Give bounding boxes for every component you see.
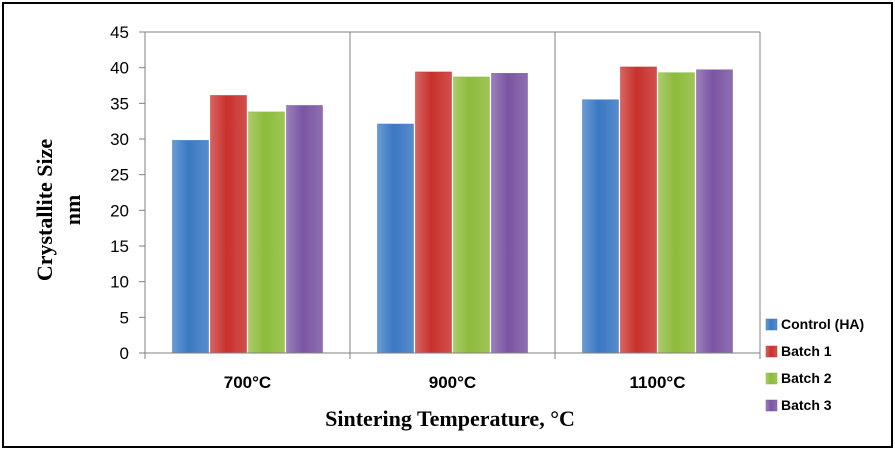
- y-tick-label: 20: [110, 201, 129, 220]
- y-tick-label: 10: [110, 273, 129, 292]
- bar-control-ha-3: [582, 99, 619, 354]
- x-tick-label: 1100°C: [630, 373, 686, 392]
- x-axis: 700°C 900°C 1100°C: [144, 352, 761, 392]
- bar-batch-1-1: [210, 95, 247, 354]
- bar-batch-1-2: [415, 71, 452, 354]
- x-axis-title: Sintering Temperature, °C: [325, 406, 575, 431]
- bar-batch-2-1: [248, 111, 285, 354]
- y-axis-title-line2: nm: [60, 195, 85, 226]
- legend-label: Batch 3: [781, 397, 832, 413]
- legend-swatch: [765, 318, 778, 331]
- bar-batch-2-2: [453, 76, 490, 354]
- y-tick-label: 30: [110, 130, 129, 149]
- y-tick-label: 35: [110, 94, 129, 113]
- y-axis: 0 5 10 15 20 25 30 35 40 45: [110, 23, 146, 363]
- bar-batch-3-3: [696, 69, 733, 354]
- bar-series-group: [172, 66, 733, 354]
- legend-label: Batch 2: [781, 370, 832, 386]
- y-tick-label: 25: [110, 166, 129, 185]
- legend: Control (HA) Batch 1 Batch 2 Batch 3: [765, 316, 864, 413]
- y-tick-label: 0: [120, 344, 129, 363]
- bar-batch-2-3: [658, 72, 695, 354]
- legend-label: Batch 1: [781, 343, 832, 359]
- legend-swatch: [765, 345, 778, 358]
- y-tick-label: 5: [120, 308, 129, 327]
- bar-batch-3-2: [491, 73, 528, 354]
- x-tick-label: 900°C: [429, 373, 476, 392]
- y-tick-label: 40: [110, 59, 129, 78]
- legend-swatch: [765, 399, 778, 412]
- bar-control-ha-1: [172, 140, 209, 354]
- y-axis-title-line1: Crystallite Size: [32, 139, 57, 282]
- legend-label: Control (HA): [781, 316, 864, 332]
- x-tick-label: 700°C: [224, 373, 271, 392]
- bar-batch-1-3: [620, 66, 657, 354]
- y-tick-label: 45: [110, 23, 129, 42]
- bar-control-ha-2: [377, 123, 414, 354]
- legend-swatch: [765, 372, 778, 385]
- bar-batch-3-1: [286, 105, 323, 354]
- y-tick-label: 15: [110, 237, 129, 256]
